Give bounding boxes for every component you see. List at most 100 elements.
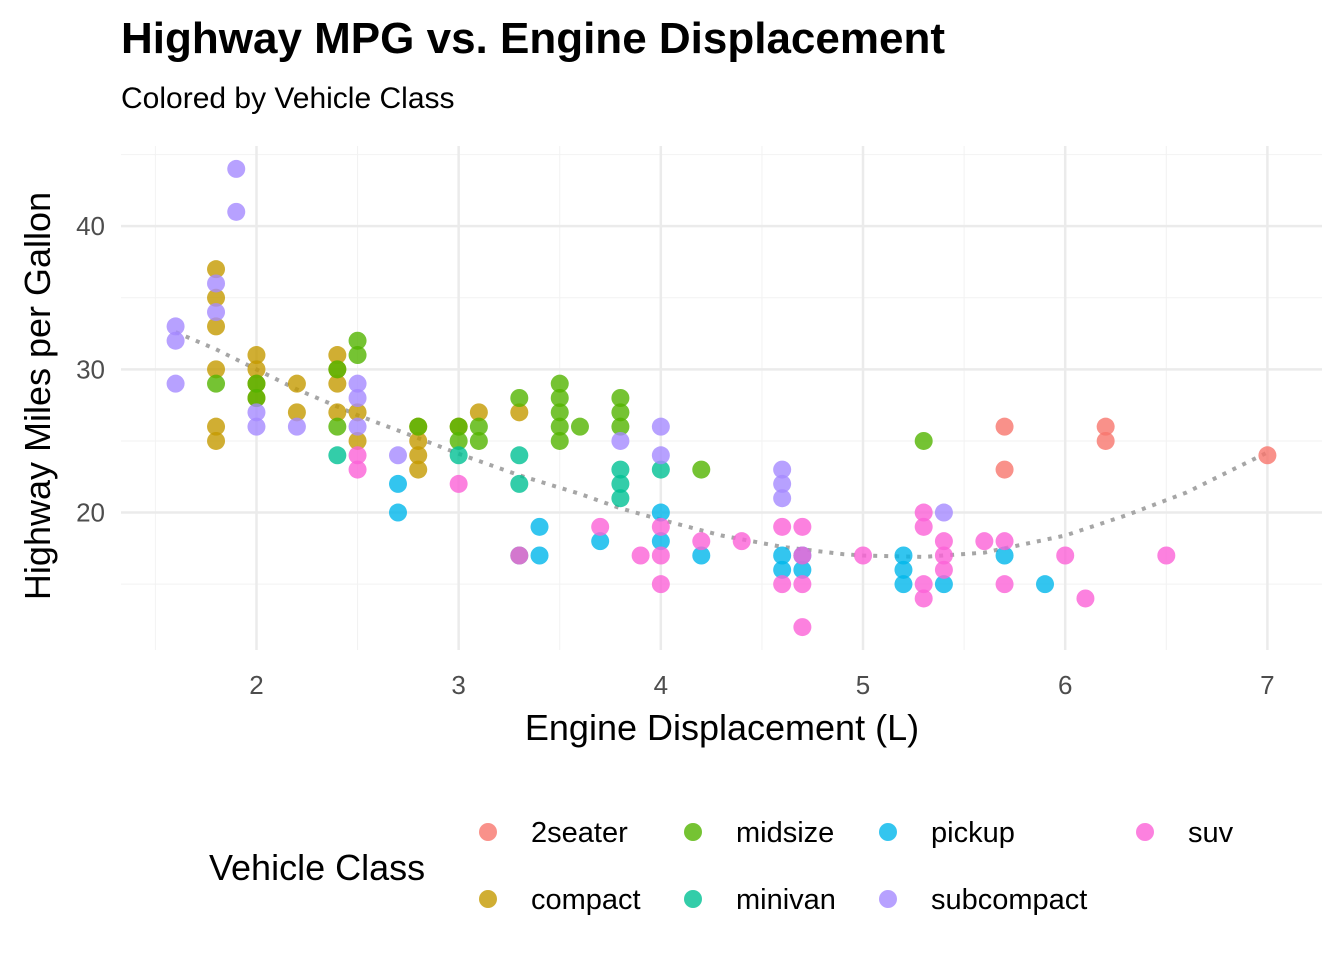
data-point-minivan (449, 446, 468, 465)
data-point-subcompact (611, 431, 630, 450)
data-point-subcompact (166, 374, 185, 393)
data-point-midsize (550, 389, 569, 407)
data-point-pickup (692, 546, 711, 565)
data-point-suv (914, 503, 933, 522)
data-point-compact (287, 403, 306, 422)
data-point-suv (651, 546, 670, 565)
y-tick-label: 30 (76, 354, 105, 384)
data-point-subcompact (166, 331, 185, 350)
y-axis-title: Highway Miles per Gallon (17, 192, 58, 600)
data-point-minivan (510, 474, 529, 493)
data-point-pickup (651, 532, 670, 551)
data-point-compact (510, 403, 529, 422)
data-point-minivan (611, 460, 630, 479)
data-point-suv (934, 560, 953, 579)
data-point-suv (348, 446, 367, 465)
data-point-midsize (550, 417, 569, 436)
data-point-suv (793, 618, 812, 637)
data-point-suv (793, 517, 812, 536)
x-tick-label: 6 (1058, 670, 1072, 700)
legend-title: Vehicle Class (209, 847, 425, 888)
data-point-pickup (530, 517, 549, 536)
legend-items: 2seater compact midsize minivan pickup subcom… (479, 817, 1234, 916)
x-tick-label: 3 (451, 670, 465, 700)
data-point-2seater (1096, 431, 1115, 450)
data-point-midsize (207, 374, 226, 393)
chart-subtitle: Colored by Vehicle Class (121, 82, 455, 115)
data-point-subcompact (651, 446, 670, 465)
data-point-pickup (1036, 575, 1055, 594)
data-point-pickup (934, 575, 953, 594)
data-point-suv (995, 575, 1014, 594)
data-point-subcompact (287, 417, 306, 436)
data-point-suv (1056, 546, 1075, 565)
legend-key-compact (479, 890, 497, 908)
data-point-suv (1076, 589, 1095, 608)
data-point-compact (207, 417, 226, 436)
data-point-pickup (773, 546, 792, 565)
data-point-compact (247, 346, 266, 365)
data-point-compact (207, 431, 226, 450)
data-point-compact (207, 317, 226, 336)
data-point-minivan (510, 446, 529, 465)
x-tick-label: 5 (856, 670, 870, 700)
data-point-midsize (449, 431, 468, 450)
data-point-suv (914, 575, 933, 594)
data-point-suv (773, 575, 792, 594)
data-point-midsize (611, 417, 630, 436)
data-point-minivan (611, 474, 630, 493)
trend-layer (174, 330, 1269, 559)
data-point-2seater (995, 417, 1014, 436)
legend-label-2seater: 2seater (531, 817, 628, 849)
minor-gridlines (121, 146, 1322, 650)
x-tick-label: 4 (654, 670, 668, 700)
y-tick-label: 20 (76, 498, 105, 528)
data-point-suv (793, 546, 812, 565)
data-point-midsize (510, 389, 529, 407)
legend-key-suv (1136, 823, 1154, 841)
major-gridlines (121, 146, 1322, 650)
data-point-minivan (651, 460, 670, 479)
data-point-suv (934, 532, 953, 551)
data-point-subcompact (348, 417, 367, 436)
trend-line (174, 330, 1269, 559)
data-point-suv (732, 532, 751, 551)
data-point-pickup (591, 532, 610, 551)
legend: Vehicle Class 2seater compact midsize miniv… (209, 817, 1234, 916)
data-point-midsize (449, 417, 468, 436)
legend-label-minivan: minivan (736, 884, 836, 916)
legend-key-subcompact (879, 890, 897, 908)
data-point-midsize (247, 389, 266, 407)
data-point-compact (409, 446, 428, 465)
data-point-subcompact (247, 403, 266, 422)
data-point-2seater (1258, 446, 1277, 465)
data-point-midsize (611, 403, 630, 422)
data-point-subcompact (227, 159, 246, 178)
data-point-subcompact (207, 303, 226, 322)
legend-key-minivan (684, 890, 702, 908)
data-points (166, 159, 1277, 637)
data-point-suv (914, 517, 933, 536)
data-point-pickup (894, 575, 913, 594)
data-point-compact (328, 346, 347, 365)
chart-title: Highway MPG vs. Engine Displacement (121, 14, 945, 63)
legend-label-suv: suv (1188, 817, 1234, 849)
legend-key-2seater (479, 823, 497, 841)
legend-key-pickup (879, 823, 897, 841)
legend-label-compact: compact (531, 884, 641, 916)
data-point-suv (692, 532, 711, 551)
data-point-subcompact (388, 446, 407, 465)
data-point-pickup (651, 503, 670, 522)
y-axis-ticks: 20 30 40 (76, 211, 105, 527)
data-point-midsize (328, 417, 347, 436)
data-point-suv (854, 546, 873, 565)
data-point-midsize (348, 346, 367, 365)
data-point-suv (348, 460, 367, 479)
x-axis-ticks: 2 3 4 5 6 7 (249, 670, 1274, 700)
data-point-midsize (550, 374, 569, 393)
data-point-2seater (995, 460, 1014, 479)
legend-label-midsize: midsize (736, 817, 834, 849)
data-point-suv (591, 517, 610, 536)
data-point-suv (793, 575, 812, 594)
data-point-suv (1157, 546, 1176, 565)
